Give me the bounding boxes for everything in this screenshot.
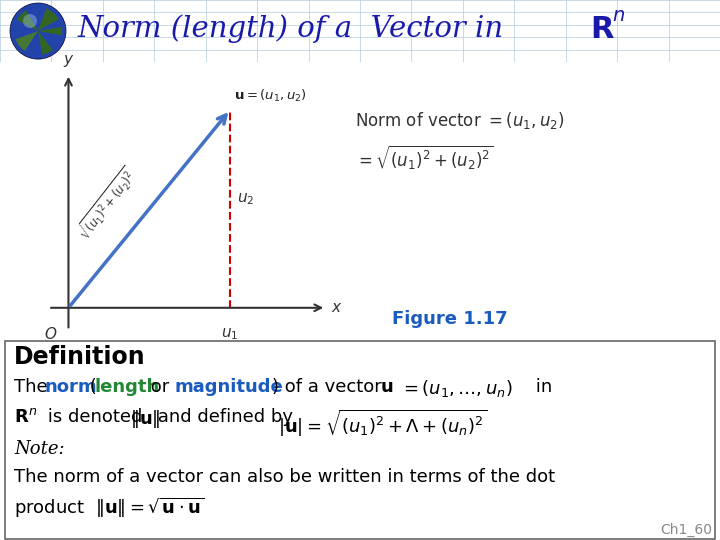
Text: $n$: $n$ bbox=[612, 7, 625, 25]
Wedge shape bbox=[16, 31, 38, 51]
Text: $\mathbf{u}$: $\mathbf{u}$ bbox=[380, 378, 393, 396]
Text: $= (u_1, \ldots, u_n)$: $= (u_1, \ldots, u_n)$ bbox=[394, 378, 513, 399]
Text: norm: norm bbox=[45, 378, 98, 396]
Text: product  $\|\mathbf{u}\| = \sqrt{\mathbf{u} \cdot \mathbf{u}}$: product $\|\mathbf{u}\| = \sqrt{\mathbf{… bbox=[14, 496, 204, 520]
Text: Norm of vector $= (u_1, u_2)$: Norm of vector $= (u_1, u_2)$ bbox=[355, 110, 564, 131]
Text: Definition: Definition bbox=[14, 345, 145, 369]
Text: (: ( bbox=[84, 378, 96, 396]
Text: in: in bbox=[530, 378, 552, 396]
Text: The: The bbox=[14, 378, 53, 396]
Text: $\mathbf{R}^n$: $\mathbf{R}^n$ bbox=[14, 408, 37, 426]
Text: The norm of a vector can also be written in terms of the dot: The norm of a vector can also be written… bbox=[14, 468, 555, 486]
Text: is denoted: is denoted bbox=[42, 408, 148, 426]
Wedge shape bbox=[38, 27, 62, 35]
Circle shape bbox=[23, 14, 37, 28]
Text: $\mathbf{u} = (u_1, u_2)$: $\mathbf{u} = (u_1, u_2)$ bbox=[234, 89, 307, 104]
Text: or: or bbox=[145, 378, 175, 396]
Text: $x$: $x$ bbox=[331, 300, 343, 315]
Text: $\|\mathbf{u}\|$: $\|\mathbf{u}\|$ bbox=[130, 408, 161, 430]
Text: length: length bbox=[95, 378, 161, 396]
Text: $O$: $O$ bbox=[44, 326, 57, 342]
Text: magnitude: magnitude bbox=[175, 378, 284, 396]
Text: Figure 1.17: Figure 1.17 bbox=[392, 310, 508, 328]
Text: $u_2$: $u_2$ bbox=[237, 191, 255, 207]
Text: Note:: Note: bbox=[14, 440, 65, 458]
Wedge shape bbox=[38, 9, 58, 31]
Text: ) of a vector: ) of a vector bbox=[272, 378, 387, 396]
Circle shape bbox=[10, 3, 66, 59]
Text: $= \sqrt{(u_1)^2 + (u_2)^2}$: $= \sqrt{(u_1)^2 + (u_2)^2}$ bbox=[355, 144, 494, 172]
Text: Ch1_60: Ch1_60 bbox=[660, 523, 712, 537]
Text: $|\mathbf{u}|= \sqrt{(u_1)^2 + \Lambda + (u_n)^2}$: $|\mathbf{u}|= \sqrt{(u_1)^2 + \Lambda +… bbox=[278, 408, 487, 439]
Text: and defined by: and defined by bbox=[152, 408, 299, 426]
Text: Norm (length) of a  Vector in: Norm (length) of a Vector in bbox=[78, 15, 513, 43]
Text: $y$: $y$ bbox=[63, 53, 74, 69]
Wedge shape bbox=[38, 31, 53, 55]
Text: $\mathbf{R}$: $\mathbf{R}$ bbox=[590, 14, 615, 44]
Text: $\sqrt{(u_1)^2 + (u_2)^2}$: $\sqrt{(u_1)^2 + (u_2)^2}$ bbox=[72, 164, 142, 245]
Wedge shape bbox=[17, 10, 38, 31]
FancyBboxPatch shape bbox=[5, 341, 715, 539]
Text: $u_1$: $u_1$ bbox=[222, 326, 239, 341]
